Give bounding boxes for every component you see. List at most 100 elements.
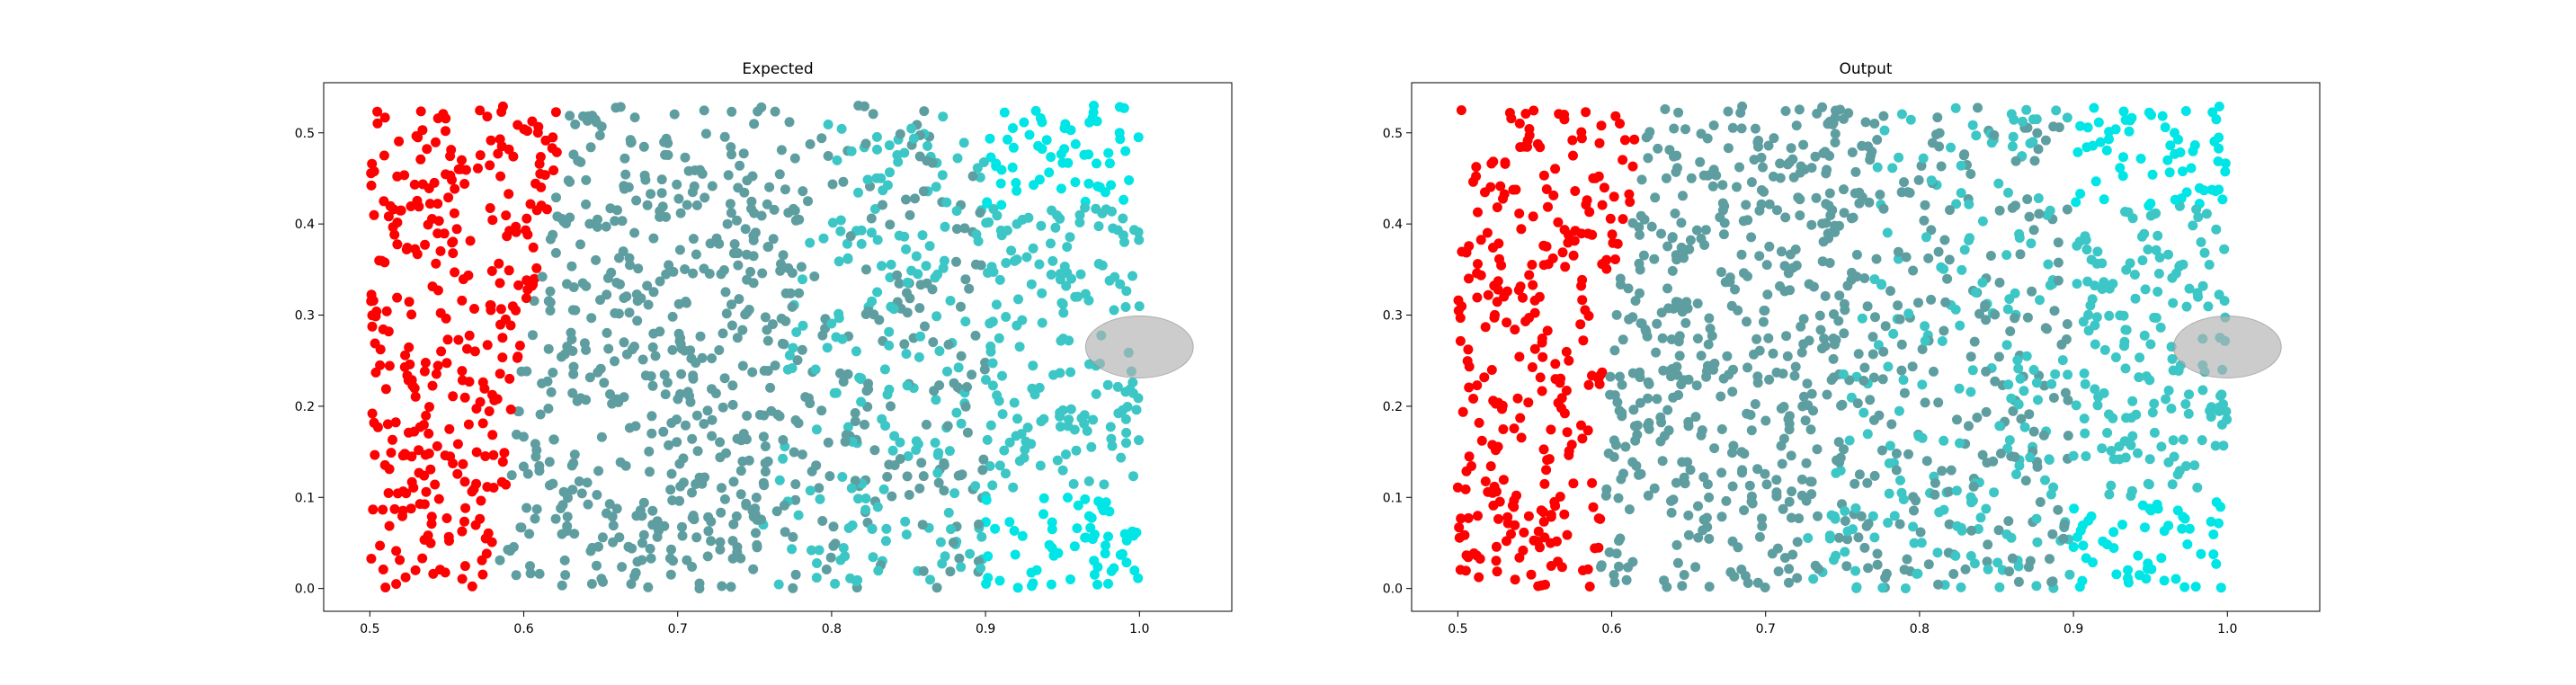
scatter-point bbox=[1044, 167, 1055, 178]
scatter-point bbox=[833, 308, 844, 319]
scatter-point bbox=[399, 170, 410, 181]
scatter-point bbox=[742, 274, 753, 285]
scatter-point bbox=[1876, 445, 1887, 456]
scatter-point bbox=[1516, 432, 1527, 443]
scatter-point bbox=[1839, 113, 1849, 124]
scatter-point bbox=[994, 460, 1005, 471]
scatter-point bbox=[1867, 349, 1878, 360]
y-tick-label: 0.2 bbox=[1383, 400, 1403, 414]
scatter-point bbox=[939, 255, 949, 266]
scatter-point bbox=[885, 219, 896, 230]
scatter-point bbox=[790, 215, 801, 226]
scatter-point bbox=[1718, 229, 1729, 240]
scatter-point bbox=[1462, 356, 1473, 367]
scatter-point bbox=[1464, 273, 1474, 284]
scatter-point bbox=[1955, 320, 1965, 331]
scatter-point bbox=[409, 179, 420, 190]
scatter-point bbox=[1981, 503, 1992, 514]
scatter-point bbox=[1994, 277, 2005, 288]
scatter-point bbox=[427, 380, 438, 391]
scatter-point bbox=[1570, 186, 1581, 196]
scatter-point bbox=[1643, 420, 1653, 431]
scatter-point bbox=[1655, 436, 1666, 447]
scatter-point bbox=[1920, 200, 1930, 210]
scatter-point bbox=[1762, 289, 1773, 300]
scatter-point bbox=[1019, 452, 1030, 463]
scatter-point bbox=[1667, 265, 1678, 276]
scatter-point bbox=[688, 370, 699, 381]
scatter-point bbox=[846, 483, 857, 494]
scatter-point bbox=[905, 209, 915, 220]
scatter-point bbox=[1685, 465, 1696, 476]
scatter-point bbox=[2145, 210, 2156, 221]
scatter-point bbox=[932, 269, 943, 280]
scatter-point bbox=[776, 259, 786, 270]
scatter-point bbox=[1581, 107, 1591, 118]
scatter-point bbox=[860, 419, 869, 430]
scatter-point bbox=[1692, 298, 1703, 309]
scatter-point bbox=[1826, 510, 1837, 520]
scatter-point bbox=[2068, 542, 2079, 552]
scatter-point bbox=[2063, 395, 2073, 405]
scatter-point bbox=[726, 142, 736, 153]
scatter-point bbox=[417, 553, 428, 564]
scatter-point bbox=[515, 522, 526, 533]
scatter-point bbox=[1086, 512, 1097, 523]
scatter-point bbox=[1556, 562, 1567, 573]
scatter-point bbox=[2199, 247, 2210, 258]
scatter-point bbox=[1698, 514, 1709, 525]
scatter-point bbox=[1012, 185, 1022, 196]
scatter-point bbox=[2144, 479, 2154, 490]
scatter-point bbox=[1605, 371, 1616, 382]
scatter-point bbox=[1764, 199, 1775, 209]
scatter-point bbox=[2139, 228, 2150, 239]
scatter-point bbox=[579, 338, 590, 349]
scatter-point bbox=[397, 505, 408, 516]
scatter-point bbox=[424, 199, 435, 209]
scatter-point bbox=[535, 152, 546, 162]
scatter-point bbox=[601, 221, 611, 232]
scatter-point bbox=[2144, 200, 2154, 211]
scatter-point bbox=[1129, 225, 1139, 236]
scatter-point bbox=[1980, 300, 1991, 310]
scatter-point bbox=[836, 123, 847, 134]
scatter-point bbox=[534, 568, 545, 579]
scatter-point bbox=[2097, 443, 2108, 454]
scatter-point bbox=[856, 238, 867, 249]
scatter-point bbox=[1118, 230, 1128, 241]
scatter-point bbox=[2099, 344, 2110, 355]
scatter-point bbox=[762, 242, 773, 253]
scatter-point bbox=[1120, 387, 1131, 397]
scatter-point bbox=[1750, 399, 1760, 409]
scatter-point bbox=[2010, 156, 2021, 166]
scatter-point bbox=[2078, 540, 2089, 551]
scatter-point bbox=[1792, 537, 1803, 547]
scatter-point bbox=[2120, 363, 2131, 374]
scatter-point bbox=[1068, 478, 1079, 489]
scatter-point bbox=[557, 351, 566, 362]
scatter-point bbox=[2196, 236, 2206, 247]
scatter-point bbox=[625, 135, 636, 146]
scatter-point bbox=[391, 579, 402, 590]
scatter-point bbox=[457, 155, 467, 165]
scatter-point bbox=[1566, 440, 1577, 450]
scatter-point bbox=[2201, 209, 2212, 219]
scatter-point bbox=[1487, 440, 1498, 450]
scatter-point bbox=[508, 151, 519, 162]
scatter-point bbox=[525, 568, 536, 579]
scatter-point bbox=[2222, 414, 2233, 425]
scatter-point bbox=[2206, 412, 2216, 423]
scatter-point bbox=[1649, 483, 1660, 494]
scatter-point bbox=[548, 368, 558, 378]
scatter-point bbox=[1657, 456, 1668, 467]
scatter-point bbox=[392, 239, 403, 250]
scatter-point bbox=[522, 468, 533, 479]
scatter-point bbox=[691, 358, 701, 369]
scatter-point bbox=[2135, 352, 2145, 363]
scatter-point bbox=[1959, 245, 1970, 255]
scatter-point bbox=[1593, 171, 1604, 182]
scatter-point bbox=[1117, 548, 1128, 559]
scatter-point bbox=[1480, 322, 1491, 333]
scatter-point bbox=[2170, 268, 2181, 279]
scatter-point bbox=[1037, 317, 1047, 328]
